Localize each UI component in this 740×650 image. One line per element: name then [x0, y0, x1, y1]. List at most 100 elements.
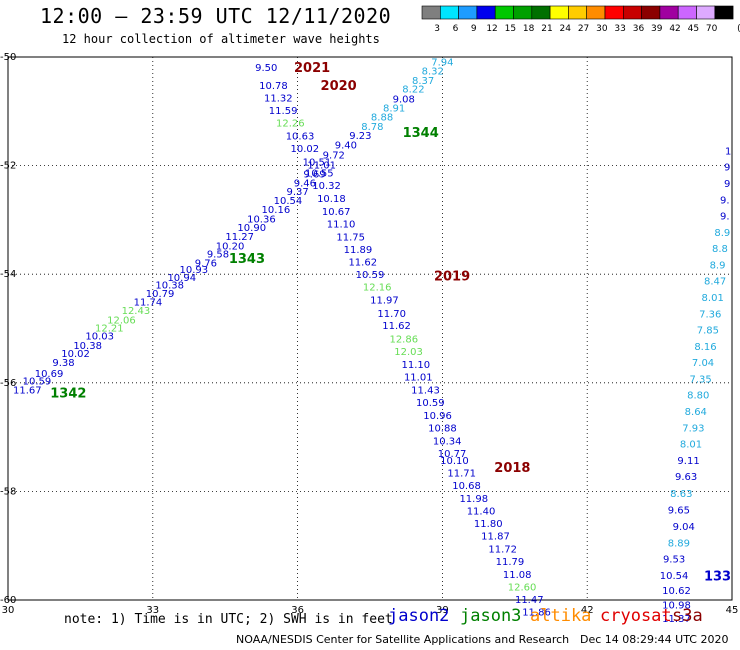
lon-tick-label: 36 [291, 605, 304, 616]
wave-height-value: 11.10 [402, 360, 431, 371]
wave-height-value: 9.63 [675, 472, 697, 483]
wave-height-value: 9 [724, 179, 730, 190]
legend-bin-label: 30 [596, 24, 608, 34]
legend-color-swatch [586, 5, 606, 20]
wave-height-value: 10.16 [262, 205, 291, 216]
wave-height-value: 10.20 [216, 241, 245, 252]
legend-color-swatch [549, 5, 569, 20]
wave-height-value: 10.54 [660, 571, 689, 582]
wave-height-value: 7.85 [697, 326, 719, 337]
legend-color-swatch [513, 5, 533, 20]
wave-height-value: 7.94 [431, 57, 453, 68]
legend-color-swatch [604, 5, 624, 20]
legend-bin-label: 3 [434, 24, 440, 34]
wave-height-value: 11.08 [503, 570, 532, 581]
wave-height-value: 11.01 [307, 161, 336, 172]
wave-height-value: 11.59 [269, 106, 298, 117]
wave-height-value: 10.63 [286, 132, 315, 143]
wave-height-value: 10.38 [155, 281, 184, 292]
wave-height-value: 10.36 [247, 214, 276, 225]
wave-height-value: 10.88 [428, 423, 457, 434]
wave-height-value: 10.03 [85, 332, 114, 343]
wave-height-value: 9.08 [393, 94, 415, 105]
wave-height-value: 9.72 [323, 151, 345, 162]
legend-color-swatch [494, 5, 514, 20]
wave-height-value: 10.67 [322, 207, 351, 218]
lon-tick-label: 42 [581, 605, 594, 616]
lon-tick-label: 30 [2, 605, 15, 616]
wave-height-value: 10.62 [662, 586, 691, 597]
wave-height-value: 1 [725, 146, 731, 157]
wave-height-value: 7.93 [682, 423, 704, 434]
lat-tick-label: -54 [0, 269, 16, 280]
wave-height-value: 9.65 [668, 505, 690, 516]
wave-height-value: 9.46 [294, 178, 316, 189]
wave-height-value: 11.71 [447, 468, 476, 479]
lat-tick-label: -50 [0, 52, 16, 63]
legend-color-swatch [677, 5, 697, 20]
wave-height-value: 8.63 [670, 489, 692, 500]
wave-height-value: 9 [724, 163, 730, 174]
legend-bin-label: 12 [486, 24, 497, 34]
wave-height-value: 11.40 [467, 506, 496, 517]
lon-tick-label: 39 [436, 605, 449, 616]
pass-number-label: 2020 [321, 79, 357, 94]
wave-height-value: 11.37 [662, 614, 691, 625]
wave-height-value: 11.67 [13, 385, 42, 396]
map-subtitle: 12 hour collection of altimeter wave hei… [62, 32, 380, 46]
footer-note: note: 1) Time is in UTC; 2) SWH is in fe… [64, 612, 393, 627]
legend-unit-label: (ft) [737, 24, 740, 34]
wave-height-value: 10.02 [61, 349, 90, 360]
wave-height-value: 11.80 [474, 519, 503, 530]
wave-height-value: 10.02 [291, 144, 320, 155]
wave-height-value: 11.01 [404, 372, 433, 383]
legend-color-swatch [714, 5, 734, 20]
wave-height-value: 10.90 [237, 223, 266, 234]
lat-tick-label: -58 [0, 486, 16, 497]
lon-tick-label: 33 [146, 605, 159, 616]
wave-height-value: 10.98 [662, 600, 691, 611]
pass-number-label: 133 [704, 570, 731, 585]
legend-color-swatch [531, 5, 551, 20]
wave-height-value: 10.93 [180, 265, 209, 276]
wave-height-value: 8.16 [694, 342, 716, 353]
satellite-legend-altika: altika [530, 606, 592, 626]
wave-height-value: 8.9 [710, 260, 726, 271]
wave-height-value: 10.18 [317, 194, 346, 205]
lat-tick-label: -56 [0, 378, 16, 389]
wave-height-value: 8.64 [685, 407, 707, 418]
wave-height-value: 9.58 [207, 250, 229, 261]
wave-height-value: 7.35 [689, 374, 711, 385]
satellite-legend-jason2: jason2 [388, 606, 450, 626]
wave-height-value: 11.10 [327, 220, 356, 231]
wave-height-value: 10.34 [433, 436, 462, 447]
wave-height-value: 11.79 [496, 557, 525, 568]
wave-height-value: 8.88 [371, 113, 393, 124]
wave-height-value: 10.10 [440, 456, 469, 467]
wave-height-value: 9.69 [303, 170, 325, 181]
wave-height-value: 8.01 [680, 440, 702, 451]
wave-height-value: 11.97 [370, 296, 399, 307]
legend-bin-label: 15 [505, 24, 516, 34]
legend-bin-label: 24 [560, 24, 572, 34]
satellite-legend-s3a: s3a [672, 606, 703, 626]
legend-color-swatch [458, 5, 478, 20]
wave-height-value: 8.8 [712, 244, 728, 255]
wave-height-value: 12.16 [363, 283, 392, 294]
lon-tick-label: 45 [726, 605, 739, 616]
pass-number-label: 2021 [294, 61, 330, 76]
wave-height-value: 11.27 [225, 232, 254, 243]
wave-height-value: 9. [720, 195, 730, 206]
legend-color-swatch [622, 5, 642, 20]
wave-height-value: 10.77 [438, 449, 467, 460]
wave-height-value: 11.32 [264, 94, 293, 105]
wave-height-value: 8.80 [687, 391, 709, 402]
wave-height-value: 11.43 [411, 385, 440, 396]
plot-frame [7, 56, 733, 601]
wave-height-value: 10.78 [259, 81, 288, 92]
wave-height-value: 10.55 [305, 169, 334, 180]
wave-height-value: 10.59 [416, 398, 445, 409]
legend-bin-label: 6 [453, 24, 459, 34]
wave-height-value: 11.98 [459, 494, 488, 505]
